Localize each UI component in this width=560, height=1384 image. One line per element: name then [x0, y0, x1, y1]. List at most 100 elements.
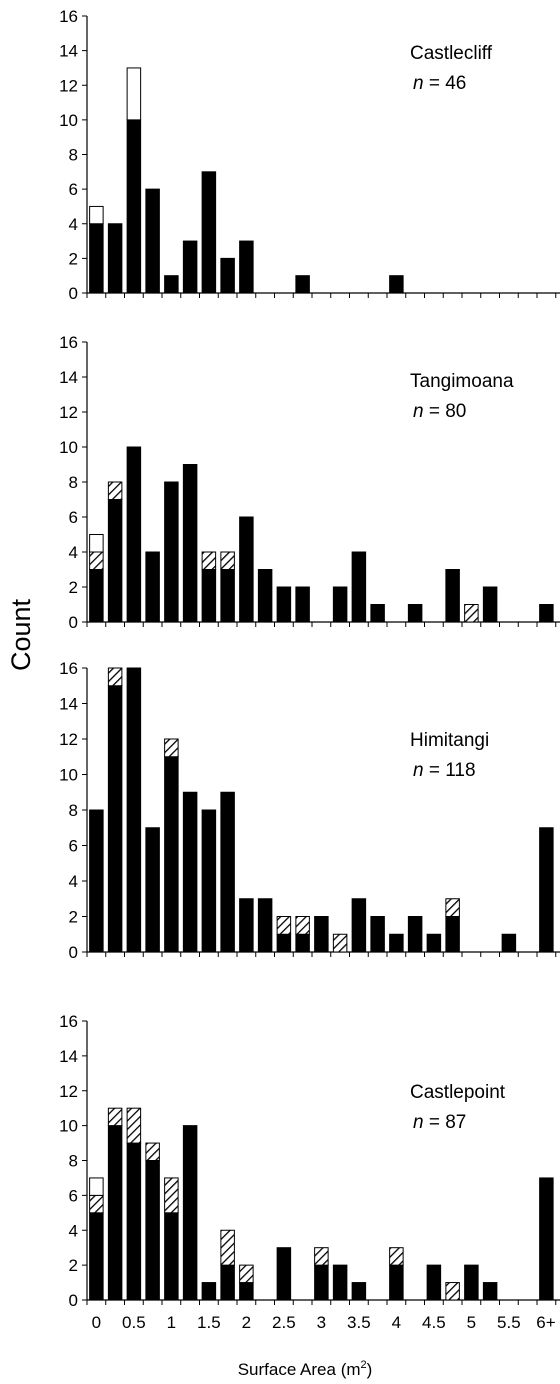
- bar-black: [220, 1264, 235, 1301]
- x-axis-label-close: ): [367, 1360, 373, 1379]
- bar-hatched: [276, 916, 292, 935]
- sample-size-n: n: [413, 401, 424, 422]
- bar-black: [332, 586, 348, 623]
- bar-black: [182, 1125, 198, 1301]
- y-tick-label: 2: [69, 578, 78, 597]
- bar-black: [539, 604, 554, 623]
- x-tick-label: 0: [92, 1313, 101, 1332]
- bar-black: [220, 569, 235, 623]
- bar-black: [107, 685, 123, 953]
- bar-black: [464, 1264, 479, 1301]
- x-tick-label: 2: [242, 1313, 251, 1332]
- bar-hatched: [89, 1194, 104, 1214]
- bar-black: [164, 275, 179, 294]
- x-tick-label: 5: [467, 1313, 476, 1332]
- chart-panel-1: 0 2 4 6 8 10 12 14 16 Castlecliff n = 46: [59, 7, 560, 303]
- bar-hatched: [126, 1107, 142, 1144]
- y-tick-label: 2: [69, 908, 78, 927]
- y-tick-label: 16: [59, 659, 78, 678]
- bar-black: [201, 809, 217, 953]
- bar-black: [351, 898, 367, 953]
- bar-black: [126, 446, 142, 623]
- x-tick-label: 6+: [536, 1313, 555, 1332]
- bar-white: [89, 205, 104, 225]
- sample-size-label: n = 80: [413, 401, 466, 422]
- y-tick-label: 4: [69, 872, 78, 891]
- bar-black: [539, 827, 554, 953]
- x-tick-label: 5.5: [497, 1313, 521, 1332]
- bar-hatched: [220, 551, 235, 570]
- bar-black: [445, 569, 460, 623]
- bar-black: [126, 1142, 142, 1301]
- x-tick-label: 4.5: [422, 1313, 446, 1332]
- bar-hatched: [464, 604, 479, 623]
- bar-black: [389, 275, 404, 294]
- bar-hatched: [239, 1264, 254, 1284]
- y-tick-label: 4: [69, 215, 78, 234]
- bar-hatched: [164, 738, 179, 758]
- y-tick-label: 0: [69, 943, 78, 962]
- bar-black: [126, 667, 142, 953]
- sample-size-label: n = 46: [413, 73, 466, 94]
- y-tick-label: 12: [59, 403, 78, 422]
- bar-hatched: [89, 551, 104, 570]
- bar-white: [89, 534, 104, 553]
- chart-panel-3: 0 2 4 6 8 10 12 14 16 Himitangi n = 118: [59, 659, 560, 962]
- chart-panel-2: 0 2 4 6 8 10 12 14 16 Tangimoana n = 80: [59, 333, 560, 632]
- bar-black: [351, 551, 367, 623]
- y-tick-label: 0: [69, 613, 78, 632]
- bar-black: [107, 223, 123, 294]
- bar-black: [426, 933, 442, 953]
- y-tick-label: 6: [69, 180, 78, 199]
- bar-hatched: [220, 1229, 235, 1266]
- y-tick-label: 6: [69, 837, 78, 856]
- bar-black: [295, 933, 310, 953]
- bar-black: [164, 481, 179, 623]
- bar-hatched: [295, 916, 310, 935]
- bar-black: [257, 898, 273, 953]
- bar-black: [164, 1212, 179, 1301]
- x-tick-label: 3.5: [347, 1313, 371, 1332]
- y-tick-label: 12: [59, 1082, 78, 1101]
- bar-black: [182, 791, 198, 953]
- x-tick-label: 4: [392, 1313, 401, 1332]
- bar-hatched: [445, 1282, 460, 1301]
- bar-black: [370, 916, 385, 953]
- bar-black: [89, 223, 104, 294]
- y-tick-label: 8: [69, 473, 78, 492]
- y-tick-label: 16: [59, 333, 78, 352]
- x-tick-label: 0.5: [122, 1313, 146, 1332]
- site-label: Tangimoana: [410, 371, 514, 392]
- y-tick-label: 12: [59, 76, 78, 95]
- x-tick-label: 1: [167, 1313, 176, 1332]
- bar-black: [445, 916, 460, 953]
- y-tick-label: 12: [59, 730, 78, 749]
- sample-size-value: = 80: [424, 401, 467, 422]
- bar-black: [107, 1125, 123, 1301]
- sample-size-n: n: [413, 760, 424, 781]
- bar-white: [89, 1177, 104, 1196]
- y-tick-label: 10: [59, 111, 78, 130]
- bar-black: [89, 809, 104, 953]
- y-tick-label: 14: [59, 42, 78, 61]
- y-tick-label: 0: [69, 284, 78, 303]
- y-tick-label: 10: [59, 438, 78, 457]
- bar-black: [407, 604, 423, 623]
- y-tick-label: 14: [59, 1047, 78, 1066]
- bar-black: [182, 464, 198, 623]
- bar-hatched: [107, 481, 123, 500]
- bar-black: [126, 119, 142, 294]
- bar-hatched: [164, 1177, 179, 1214]
- bar-black: [201, 569, 217, 623]
- bar-black: [145, 827, 160, 953]
- bar-black: [276, 933, 292, 953]
- bar-black: [407, 916, 423, 953]
- site-label: Castlepoint: [410, 1082, 506, 1103]
- bar-black: [239, 240, 254, 294]
- y-tick-label: 14: [59, 368, 78, 387]
- bar-black: [220, 791, 235, 953]
- y-tick-label: 8: [69, 801, 78, 820]
- bar-black: [539, 1177, 554, 1301]
